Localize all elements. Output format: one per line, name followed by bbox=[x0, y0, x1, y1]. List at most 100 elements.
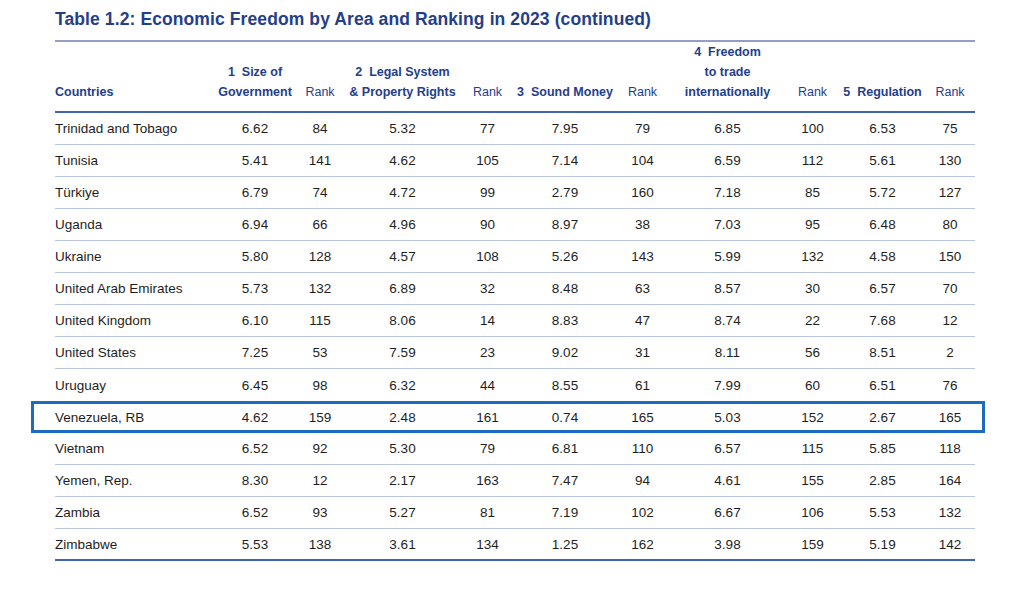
header-rank-4: Rank bbox=[785, 42, 840, 113]
rank-cell: 128 bbox=[295, 241, 345, 273]
rank-cell: 104 bbox=[615, 145, 670, 177]
score-cell: 4.58 bbox=[840, 241, 925, 273]
score-cell: 8.11 bbox=[670, 337, 785, 369]
rank-cell: 79 bbox=[615, 113, 670, 145]
rank-cell: 23 bbox=[460, 337, 515, 369]
rank-cell: 152 bbox=[785, 401, 840, 433]
score-cell: 2.85 bbox=[840, 465, 925, 497]
rank-cell: 108 bbox=[460, 241, 515, 273]
rank-cell: 99 bbox=[460, 177, 515, 209]
rank-cell: 162 bbox=[615, 529, 670, 561]
rank-cell: 127 bbox=[925, 177, 975, 209]
score-cell: 8.55 bbox=[515, 369, 615, 401]
table-row-highlighted: Venezuela, RB4.621592.481610.741655.0315… bbox=[55, 401, 975, 433]
table-row: Trinidad and Tobago6.62845.32777.95796.8… bbox=[55, 113, 975, 145]
score-cell: 5.99 bbox=[670, 241, 785, 273]
rank-cell: 60 bbox=[785, 369, 840, 401]
score-cell: 7.03 bbox=[670, 209, 785, 241]
score-cell: 8.06 bbox=[345, 305, 460, 337]
score-cell: 6.94 bbox=[215, 209, 295, 241]
score-cell: 6.53 bbox=[840, 113, 925, 145]
country-cell: Türkiye bbox=[55, 177, 215, 209]
table-row: Uruguay6.45986.32448.55617.99606.5176 bbox=[55, 369, 975, 401]
score-cell: 7.95 bbox=[515, 113, 615, 145]
rank-cell: 93 bbox=[295, 497, 345, 529]
score-cell: 4.62 bbox=[215, 401, 295, 433]
score-cell: 7.18 bbox=[670, 177, 785, 209]
score-cell: 5.53 bbox=[215, 529, 295, 561]
rank-cell: 112 bbox=[785, 145, 840, 177]
table-title: Table 1.2: Economic Freedom by Area and … bbox=[55, 8, 1024, 30]
score-cell: 6.32 bbox=[345, 369, 460, 401]
country-cell: Zimbabwe bbox=[55, 529, 215, 561]
rank-cell: 63 bbox=[615, 273, 670, 305]
rank-cell: 79 bbox=[460, 433, 515, 465]
table-row: United Kingdom6.101158.06148.83478.74227… bbox=[55, 305, 975, 337]
rank-cell: 132 bbox=[785, 241, 840, 273]
rank-cell: 118 bbox=[925, 433, 975, 465]
rank-cell: 165 bbox=[615, 401, 670, 433]
table-row: Uganda6.94664.96908.97387.03956.4880 bbox=[55, 209, 975, 241]
rank-cell: 165 bbox=[925, 401, 975, 433]
country-cell: Trinidad and Tobago bbox=[55, 113, 215, 145]
rank-cell: 31 bbox=[615, 337, 670, 369]
score-cell: 6.48 bbox=[840, 209, 925, 241]
rank-cell: 14 bbox=[460, 305, 515, 337]
score-cell: 5.72 bbox=[840, 177, 925, 209]
country-cell: Vietnam bbox=[55, 433, 215, 465]
rank-cell: 141 bbox=[295, 145, 345, 177]
score-cell: 5.53 bbox=[840, 497, 925, 529]
score-cell: 8.48 bbox=[515, 273, 615, 305]
rank-cell: 12 bbox=[295, 465, 345, 497]
score-cell: 9.02 bbox=[515, 337, 615, 369]
rank-cell: 12 bbox=[925, 305, 975, 337]
economic-freedom-table: Countries 1 Size of Government Rank 2 Le… bbox=[55, 40, 975, 561]
score-cell: 5.80 bbox=[215, 241, 295, 273]
table-header: Countries 1 Size of Government Rank 2 Le… bbox=[55, 42, 975, 113]
score-cell: 7.99 bbox=[670, 369, 785, 401]
score-cell: 5.41 bbox=[215, 145, 295, 177]
rank-cell: 132 bbox=[295, 273, 345, 305]
score-cell: 4.72 bbox=[345, 177, 460, 209]
score-cell: 8.30 bbox=[215, 465, 295, 497]
rank-cell: 70 bbox=[925, 273, 975, 305]
country-cell: Venezuela, RB bbox=[55, 401, 215, 433]
score-cell: 3.61 bbox=[345, 529, 460, 561]
rank-cell: 161 bbox=[460, 401, 515, 433]
score-cell: 8.97 bbox=[515, 209, 615, 241]
score-cell: 6.79 bbox=[215, 177, 295, 209]
header-rank-2: Rank bbox=[460, 42, 515, 113]
table-row: Ukraine5.801284.571085.261435.991324.581… bbox=[55, 241, 975, 273]
score-cell: 8.51 bbox=[840, 337, 925, 369]
economic-freedom-table-wrap: Countries 1 Size of Government Rank 2 Le… bbox=[55, 40, 1024, 561]
header-sound-money: 3 Sound Money bbox=[515, 42, 615, 113]
country-cell: Uruguay bbox=[55, 369, 215, 401]
rank-cell: 53 bbox=[295, 337, 345, 369]
rank-cell: 155 bbox=[785, 465, 840, 497]
header-rank-5: Rank bbox=[925, 42, 975, 113]
rank-cell: 66 bbox=[295, 209, 345, 241]
score-cell: 4.62 bbox=[345, 145, 460, 177]
header-rank-3: Rank bbox=[615, 42, 670, 113]
header-size-of-government: 1 Size of Government bbox=[215, 42, 295, 113]
score-cell: 2.48 bbox=[345, 401, 460, 433]
score-cell: 4.61 bbox=[670, 465, 785, 497]
score-cell: 6.57 bbox=[670, 433, 785, 465]
rank-cell: 105 bbox=[460, 145, 515, 177]
country-cell: Tunisia bbox=[55, 145, 215, 177]
score-cell: 5.03 bbox=[670, 401, 785, 433]
score-cell: 6.51 bbox=[840, 369, 925, 401]
rank-cell: 110 bbox=[615, 433, 670, 465]
score-cell: 7.14 bbox=[515, 145, 615, 177]
score-cell: 7.19 bbox=[515, 497, 615, 529]
score-cell: 6.52 bbox=[215, 497, 295, 529]
rank-cell: 150 bbox=[925, 241, 975, 273]
rank-cell: 142 bbox=[925, 529, 975, 561]
country-cell: Yemen, Rep. bbox=[55, 465, 215, 497]
rank-cell: 130 bbox=[925, 145, 975, 177]
header-row: Countries 1 Size of Government Rank 2 Le… bbox=[55, 42, 975, 113]
score-cell: 6.62 bbox=[215, 113, 295, 145]
rank-cell: 56 bbox=[785, 337, 840, 369]
score-cell: 6.52 bbox=[215, 433, 295, 465]
rank-cell: 94 bbox=[615, 465, 670, 497]
